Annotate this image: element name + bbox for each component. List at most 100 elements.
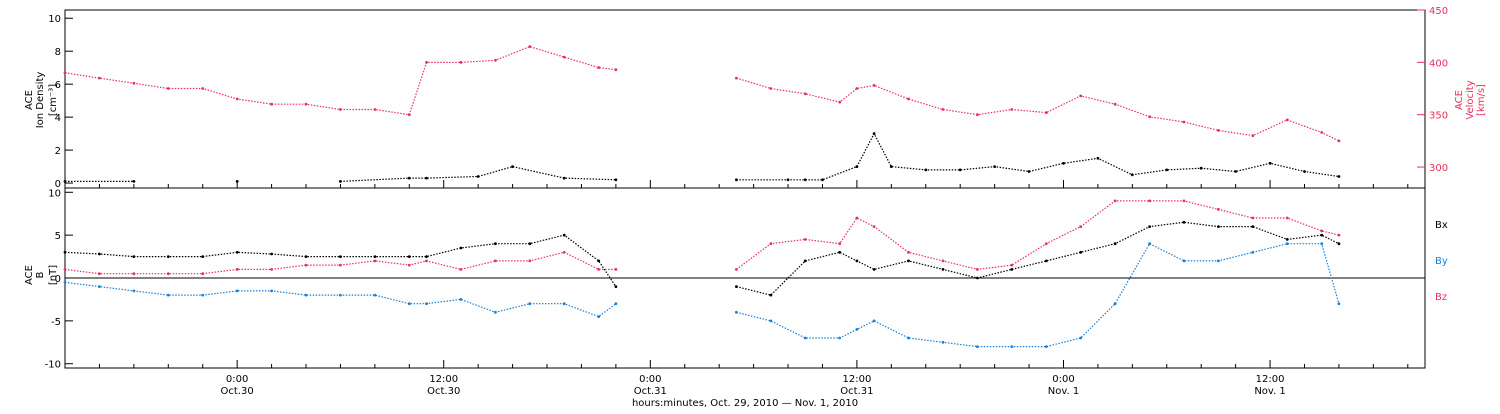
top-right-ylabel-line2: Velocity <box>1465 80 1476 119</box>
bottom-by-point <box>459 298 463 301</box>
bottom-bx-point <box>1217 225 1220 229</box>
bottom-bz-point <box>855 216 859 220</box>
top-velocity-point <box>1337 139 1341 143</box>
top-velocity-point <box>907 97 910 101</box>
bottom-ytick-label: -10 <box>45 360 61 371</box>
top-ion-density-point <box>1303 170 1306 173</box>
top-ytick-label: 6 <box>55 80 61 91</box>
top-ion-density-point <box>339 180 342 183</box>
bottom-by-point <box>941 340 945 344</box>
top-velocity-point <box>855 87 859 90</box>
top-velocity-point <box>941 108 945 111</box>
bottom-bx-point <box>425 255 428 258</box>
bottom-by-point <box>855 328 859 331</box>
x-axis-label: hours:minutes, Oct. 29, 2010 — Nov. 1, 2… <box>632 398 858 409</box>
bottom-bx-point <box>1044 259 1048 263</box>
x-tick-label-time: 0:00 <box>226 374 248 385</box>
bottom-bx-point <box>407 255 411 258</box>
bottom-by-point <box>63 280 67 284</box>
bottom-ytick-label: 5 <box>55 231 61 242</box>
bottom-by-point <box>872 319 876 323</box>
top-velocity-point <box>373 108 377 111</box>
bottom-by-point <box>425 302 428 306</box>
top-ion-density-point <box>786 178 790 182</box>
bottom-bz-point <box>1010 263 1014 267</box>
bottom-bz-point <box>373 259 377 263</box>
bottom-ytick-label: 0 <box>55 274 61 285</box>
bottom-bz-point <box>235 268 239 271</box>
bottom-by-point <box>201 293 205 297</box>
bottom-bx-point <box>769 293 773 297</box>
bottom-bx-point <box>1079 250 1083 254</box>
top-velocity-point <box>63 71 67 75</box>
bottom-bz-point <box>1251 216 1255 220</box>
bottom-bx-point <box>855 259 859 263</box>
top-ion-density-point <box>855 165 859 169</box>
bottom-bx-point <box>304 255 308 258</box>
top-right-ylabel-line3: [km/s] <box>1476 84 1487 116</box>
bottom-bz-point <box>494 259 497 263</box>
top-velocity-point <box>1182 120 1186 124</box>
top-ion-density-point <box>1027 170 1031 173</box>
x-tick-label-time: 12:00 <box>429 374 458 385</box>
x-tick-label-time: 12:00 <box>842 374 871 385</box>
top-ion-density-point <box>614 178 618 182</box>
bottom-bz-point <box>201 272 205 276</box>
bottom-bx-point <box>98 252 101 256</box>
bottom-by-point <box>838 336 842 340</box>
bottom-by-point <box>339 293 342 297</box>
top-ytick-label: 10 <box>48 14 61 25</box>
top-ion-density-line <box>340 165 616 182</box>
top-ion-density-point <box>803 178 807 182</box>
top-right-ylabel: ACE Velocity [km/s] <box>1454 80 1487 119</box>
top-velocity-point <box>1217 129 1220 132</box>
top-velocity-point <box>1251 134 1255 138</box>
x-tick-label-date: Oct.31 <box>634 386 667 397</box>
bottom-bx-point <box>562 233 566 237</box>
top-ion-density-point <box>425 176 428 180</box>
bottom-bz-point <box>166 272 170 276</box>
top-velocity-point <box>769 87 773 90</box>
top-ion-density-point <box>1165 168 1169 172</box>
bottom-by-point <box>166 293 170 297</box>
top-ylabel-line2: Ion Density <box>35 72 46 129</box>
top-ylabel-line1: ACE <box>24 90 35 110</box>
bottom-by-point <box>803 336 807 340</box>
top-velocity-point <box>803 92 807 96</box>
bottom-by-point <box>1113 302 1117 306</box>
bottom-bz-line <box>736 200 1340 271</box>
bottom-by-point <box>907 336 910 340</box>
top-ion-density-point <box>1062 161 1065 165</box>
top-y2tick-label: 300 <box>1429 163 1448 174</box>
bottom-by-point <box>1251 250 1255 254</box>
x-tick-label-date: Nov. 1 <box>1048 386 1079 397</box>
top-ytick-label: 2 <box>55 146 61 157</box>
bottom-bx-point <box>132 255 136 258</box>
top-ion-density-line <box>736 132 1339 181</box>
bottom-bx-point <box>459 246 463 250</box>
bottom-bz-point <box>1337 233 1341 237</box>
top-velocity-point <box>1320 131 1324 134</box>
bottom-bx-point <box>597 259 601 263</box>
bottom-bz-point <box>1285 216 1289 220</box>
bottom-bz-point <box>597 268 601 271</box>
bottom-bx-point <box>1251 225 1255 229</box>
top-ion-density-point <box>821 178 824 182</box>
top-velocity-point <box>132 81 136 85</box>
bottom-by-point <box>1320 242 1324 246</box>
bottom-by-point <box>1285 242 1289 246</box>
top-y2tick-label: 400 <box>1429 58 1448 69</box>
top-velocity-point <box>425 61 428 64</box>
top-ion-density-point <box>958 168 962 172</box>
bottom-by-point <box>1010 345 1014 348</box>
bottom-by-point <box>373 293 377 297</box>
bottom-bx-point <box>270 252 273 256</box>
x-tick-label-date: Oct.30 <box>427 386 460 397</box>
top-ion-density-point <box>1337 175 1341 178</box>
top-ion-density-point <box>924 168 928 172</box>
top-velocity-point <box>1113 102 1117 106</box>
bottom-by-point <box>1337 302 1341 306</box>
top-velocity-point <box>1148 115 1151 119</box>
bottom-bx-point <box>976 276 979 280</box>
x-tick-label-date: Nov. 1 <box>1254 386 1285 397</box>
